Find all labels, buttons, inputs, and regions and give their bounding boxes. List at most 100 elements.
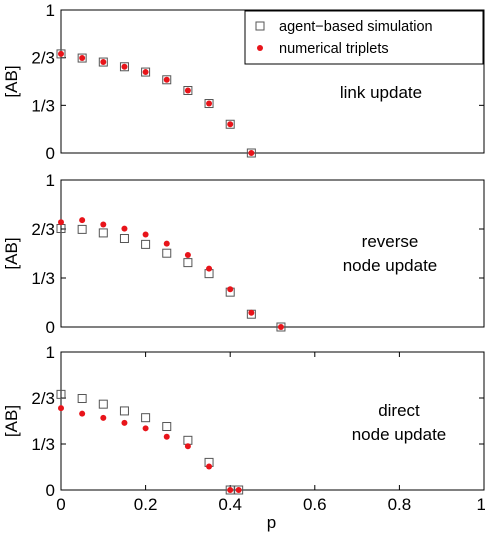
series-numerical-triplets [58, 50, 255, 156]
data-point-dot [248, 309, 255, 316]
x-tick-label: 0.2 [134, 495, 158, 514]
data-point-dot [79, 55, 86, 62]
data-point-dot [277, 324, 284, 330]
data-point-dot [142, 69, 149, 76]
y-tick-label: 1 [46, 343, 55, 362]
y-tick-label: 1 [46, 171, 55, 190]
data-point-dot [142, 425, 149, 432]
panel-annotation: node update [352, 425, 447, 444]
data-point-square [119, 234, 129, 244]
data-point-square [225, 119, 235, 129]
plot-frame [60, 9, 485, 154]
data-point-dot [58, 405, 64, 412]
data-point-dot [163, 76, 170, 83]
data-point-square [141, 239, 151, 249]
legend-entry: agent−based simulation [279, 19, 433, 35]
series-numerical-triplets [58, 405, 242, 493]
data-point-square [77, 53, 87, 63]
legend-entry: numerical triplets [279, 41, 389, 57]
data-point-square [234, 485, 244, 495]
data-point-dot [79, 410, 86, 417]
data-point-square [56, 389, 66, 399]
data-point-square [119, 62, 129, 72]
series-numerical-triplets [58, 217, 284, 330]
legend: agent−based simulation numerical triplets [244, 10, 484, 65]
chart-panel-2: 0 1/3 2/3 1 [AB] reverse node update [2, 171, 485, 337]
data-point-square [246, 148, 256, 158]
data-point-square [183, 258, 193, 268]
data-point-dot [206, 265, 213, 272]
x-tick-label: 1 [477, 495, 485, 514]
data-point-dot [58, 219, 64, 226]
data-point-square [98, 399, 108, 409]
data-point-dot [121, 419, 128, 426]
data-point-dot [100, 221, 107, 228]
panel-annotation: node update [343, 256, 438, 275]
panel-annotation: direct [378, 401, 420, 420]
data-point-dot [142, 231, 149, 238]
series-agent-based-simulation [56, 49, 256, 158]
chart-panel-3: 0 1/3 2/3 1 0 0.2 0.4 0.6 0.8 1 p [AB] direct node up… [2, 343, 485, 532]
y-tick-label: 1 [46, 1, 55, 20]
x-tick-label: 0.6 [303, 495, 327, 514]
data-point-dot [121, 63, 128, 70]
x-tick-label: 0.4 [218, 495, 242, 514]
data-point-dot [227, 121, 234, 128]
legend-dot-marker [257, 45, 263, 51]
y-axis-label: [AB] [2, 405, 21, 437]
data-point-square [183, 435, 193, 445]
data-point-dot [100, 414, 107, 421]
data-point-dot [100, 59, 107, 66]
data-point-square [162, 248, 172, 258]
data-point-dot [163, 240, 170, 247]
data-point-square [204, 99, 214, 109]
y-tick-label: 0 [46, 144, 55, 163]
data-point-square [162, 75, 172, 85]
x-axis-label: p [267, 513, 276, 532]
y-tick-label: 0 [46, 481, 55, 500]
data-point-square [162, 422, 172, 432]
data-point-dot [206, 100, 213, 107]
data-point-square [119, 406, 129, 416]
y-tick-label: 0 [46, 318, 55, 337]
x-tick-label: 0 [56, 495, 65, 514]
data-point-square [98, 228, 108, 238]
y-axis-label: [AB] [2, 65, 21, 97]
plot-frame [60, 179, 485, 328]
data-point-dot [235, 487, 242, 493]
panel-annotation: reverse [362, 232, 419, 251]
data-point-square [77, 394, 87, 404]
y-tick-label: 1/3 [31, 435, 55, 454]
data-point-square [98, 57, 108, 67]
data-point-dot [248, 150, 255, 156]
data-point-dot [79, 217, 86, 224]
y-tick-label: 2/3 [31, 389, 55, 408]
series-agent-based-simulation [56, 389, 244, 495]
legend-box [244, 10, 484, 65]
plot-frame [60, 351, 485, 491]
data-point-square [183, 86, 193, 96]
data-point-dot [58, 50, 64, 57]
y-tick-label: 1/3 [31, 269, 55, 288]
y-tick-label: 1/3 [31, 96, 55, 115]
data-point-dot [184, 251, 191, 258]
y-axis-label: [AB] [2, 237, 21, 269]
data-point-square [77, 224, 87, 234]
data-point-square [56, 49, 66, 59]
y-tick-label: 2/3 [31, 220, 55, 239]
data-point-dot [184, 443, 191, 450]
data-point-dot [184, 87, 191, 94]
chart-panel-1: 0 1/3 2/3 1 [AB] link update agent−based simul… [2, 1, 485, 163]
panel-annotation: link update [340, 83, 422, 102]
data-point-square [141, 67, 151, 77]
data-point-dot [121, 225, 128, 232]
data-point-dot [206, 463, 213, 470]
y-tick-label: 2/3 [31, 49, 55, 68]
x-tick-label: 0.8 [388, 495, 412, 514]
data-point-dot [163, 433, 170, 440]
legend-square-marker [255, 21, 265, 31]
data-point-dot [227, 487, 234, 493]
data-point-dot [227, 286, 234, 293]
data-point-square [276, 322, 286, 332]
